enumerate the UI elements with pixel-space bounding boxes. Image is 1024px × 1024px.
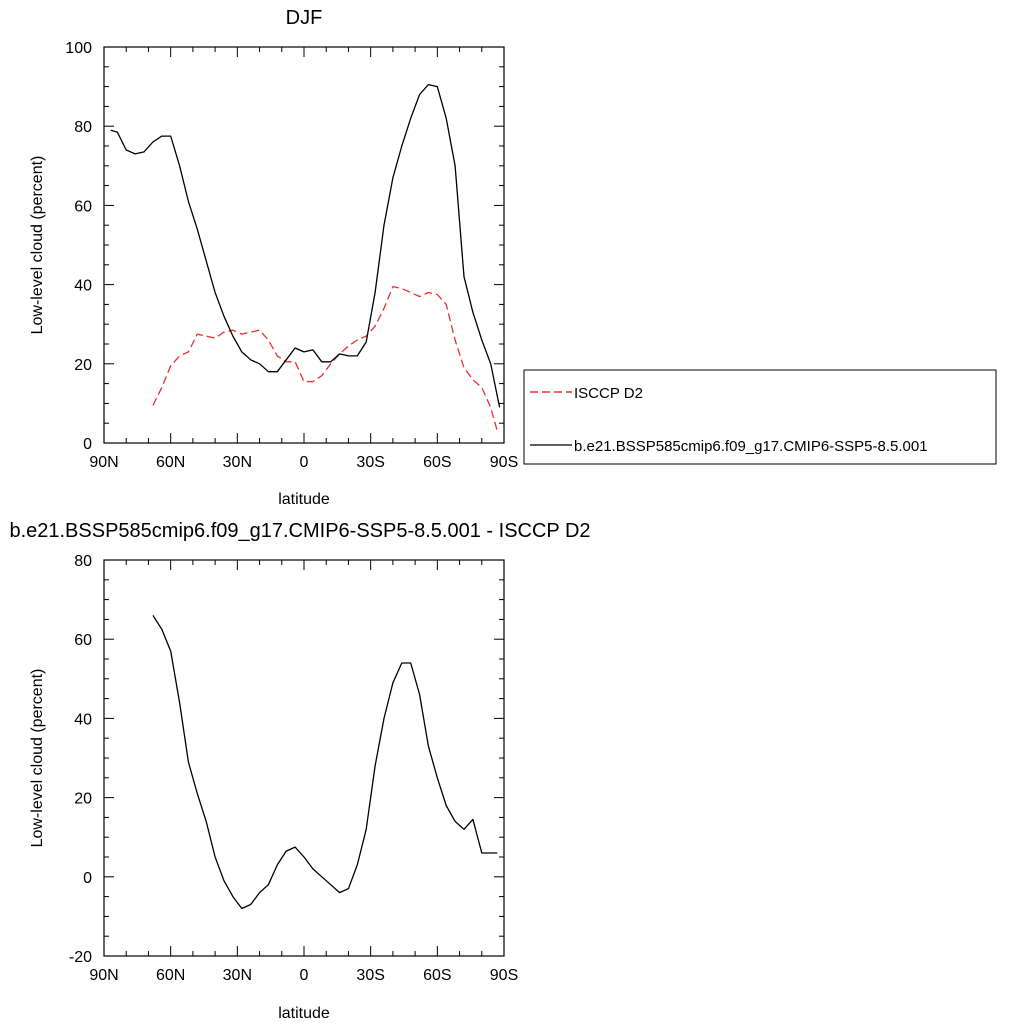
series-line-1 [110, 83, 501, 408]
legend-item: b.e21.BSSP585cmip6.f09_g17.CMIP6-SSP5-8.… [530, 438, 928, 455]
x-tick-label: 90S [490, 454, 518, 471]
x-tick-label: 90N [89, 454, 118, 471]
y-tick-label: 60 [74, 632, 92, 649]
legend-label: b.e21.BSSP585cmip6.f09_g17.CMIP6-SSP5-8.… [574, 438, 928, 455]
legend-item: ISCCP D2 [530, 385, 643, 402]
series-lines [152, 615, 498, 910]
x-tick-label: 60N [156, 454, 185, 471]
chart-title: DJF [286, 7, 323, 29]
y-tick-label: 100 [65, 40, 92, 57]
y-tick-label: 40 [74, 711, 92, 728]
x-tick-label: 0 [300, 454, 309, 471]
y-tick-label: 0 [83, 870, 92, 887]
x-tick-label: 30N [223, 454, 252, 471]
y-axis-label: Low-level cloud (percent) [29, 669, 46, 848]
x-tick-label: 30S [356, 967, 384, 984]
x-tick-label: 30S [356, 454, 384, 471]
tick-marks [103, 46, 505, 444]
x-tick-label: 60S [423, 967, 451, 984]
y-tick-label: 0 [83, 436, 92, 453]
y-tick-label: -20 [69, 949, 92, 966]
x-tick-label: 90S [490, 967, 518, 984]
legend: ISCCP D2 b.e21.BSSP585cmip6.f09_g17.CMIP… [523, 369, 997, 465]
panel-top: DJF 90N 60N 30N 0 30S 60S 90S 0 20 40 60 80 100 lati… [29, 7, 518, 508]
series-lines [110, 83, 501, 432]
tick-labels: 90N 60N 30N 0 30S 60S 90S 0 20 40 60 80 100 [65, 40, 518, 471]
y-axis-label: Low-level cloud (percent) [29, 156, 46, 335]
tick-marks [103, 559, 505, 957]
series-line-0 [152, 615, 498, 910]
x-tick-label: 0 [300, 967, 309, 984]
y-tick-label: 80 [74, 553, 92, 570]
y-tick-label: 60 [74, 198, 92, 215]
x-axis-label: latitude [278, 491, 330, 508]
y-tick-label: 20 [74, 357, 92, 374]
plot-frame [103, 559, 505, 957]
tick-labels: 90N 60N 30N 0 30S 60S 90S -20 0 20 40 60 80 [69, 553, 518, 984]
legend-label: ISCCP D2 [574, 385, 643, 402]
chart-title: b.e21.BSSP585cmip6.f09_g17.CMIP6-SSP5-8.… [9, 520, 590, 542]
x-tick-label: 60N [156, 967, 185, 984]
y-tick-label: 80 [74, 119, 92, 136]
panel-bottom: b.e21.BSSP585cmip6.f09_g17.CMIP6-SSP5-8.… [9, 520, 590, 1022]
legend-box [523, 369, 997, 465]
y-tick-label: 40 [74, 278, 92, 295]
y-tick-label: 20 [74, 791, 92, 808]
x-tick-label: 90N [89, 967, 118, 984]
x-tick-label: 60S [423, 454, 451, 471]
x-axis-label: latitude [278, 1005, 330, 1022]
x-tick-label: 30N [223, 967, 252, 984]
series-line-0 [152, 285, 498, 432]
